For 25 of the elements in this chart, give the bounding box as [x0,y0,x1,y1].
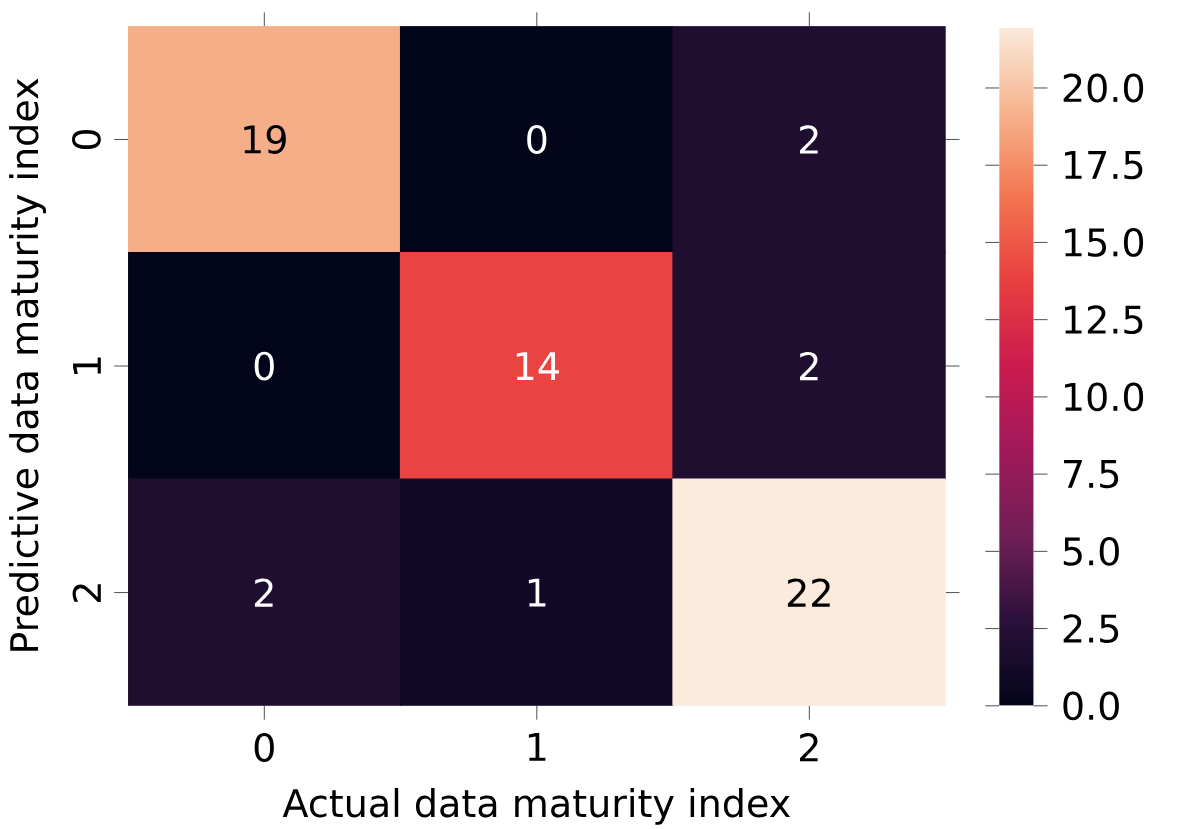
data-label: 14 [516,352,559,380]
data-label: 22 [787,578,830,607]
data-label: 19 [244,125,286,154]
x-tick-label: 2 [799,733,818,762]
color-bar-label: 12.5 [1065,305,1143,335]
y-tick-label: 0 [72,129,101,150]
data-label: 2 [254,578,273,607]
data-label: 0 [527,125,547,154]
x-tick-label: 1 [528,733,546,761]
color-bar-label: 10.0 [1065,382,1144,412]
data-label: 1 [528,578,546,607]
x-axis-title: Actual data maturity index [282,787,791,825]
color-bar-label: 7.5 [1064,460,1119,489]
color-bar-label: 15.0 [1065,228,1144,257]
color-bar-label: 0.0 [1063,691,1119,721]
color-bar-label: 17.5 [1065,151,1143,180]
y-tick-label: 2 [72,584,101,602]
data-label: 0 [254,351,274,381]
color-bar-label: 5.0 [1063,537,1119,566]
color-bar-label: 2.5 [1063,614,1119,644]
y-axis-title: Predictive data maturity index [9,78,46,651]
x-tick-label: 0 [254,733,274,762]
color-bar-label: 20.0 [1063,73,1144,103]
data-label: 2 [799,125,818,154]
y-tick-label: 1 [73,357,101,374]
